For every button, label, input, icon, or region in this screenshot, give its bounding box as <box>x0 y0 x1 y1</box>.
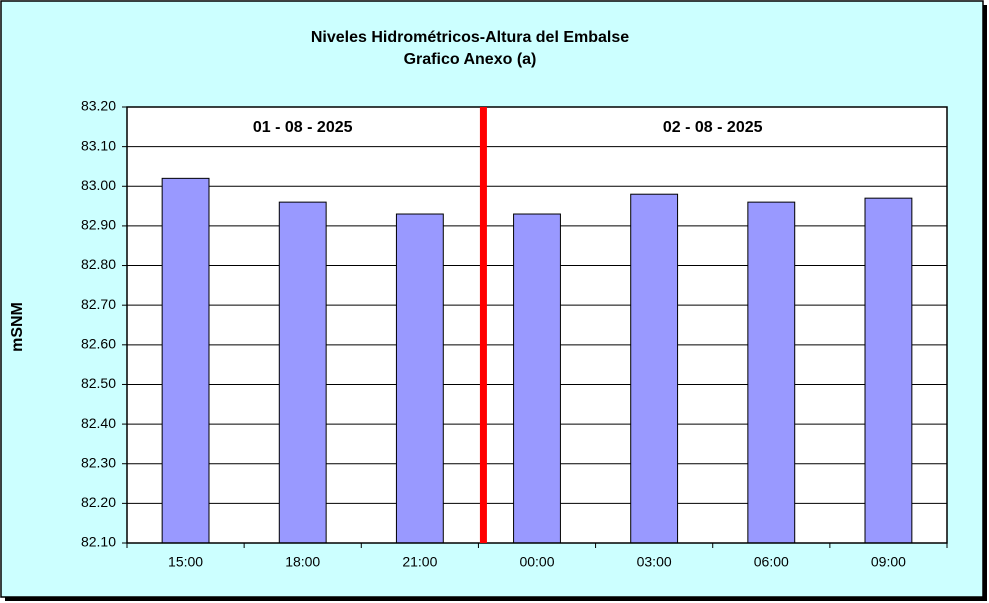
chart-subtitle: Grafico Anexo (a) <box>404 51 537 68</box>
x-tick-label: 21:00 <box>402 554 437 570</box>
plot-border <box>126 106 948 544</box>
y-tick-label: 82.70 <box>81 296 116 312</box>
x-tick-label: 03:00 <box>637 554 672 570</box>
y-tick-label: 83.00 <box>81 177 116 193</box>
x-tick-label: 00:00 <box>519 554 554 570</box>
y-tick-label: 82.40 <box>81 415 116 431</box>
bar <box>395 213 444 544</box>
y-tick-label: 83.20 <box>81 98 116 114</box>
x-tick-label: 06:00 <box>754 554 789 570</box>
y-tick-label: 82.20 <box>81 494 116 510</box>
y-tick-label: 82.50 <box>81 375 116 391</box>
x-tick-label: 15:00 <box>168 554 203 570</box>
y-axis-label: mSNM <box>9 302 26 352</box>
bar <box>630 193 679 544</box>
bar <box>864 197 913 544</box>
y-tick-label: 82.30 <box>81 454 116 470</box>
y-tick-label: 82.80 <box>81 256 116 272</box>
y-tick-label: 82.60 <box>81 336 116 352</box>
bar <box>161 177 210 544</box>
y-tick-label: 83.10 <box>81 137 116 153</box>
bar <box>747 201 796 544</box>
day-annotation: 01 - 08 - 2025 <box>253 119 353 136</box>
chart-title: Niveles Hidrométricos-Altura del Embalse <box>311 29 629 46</box>
x-tick-label: 18:00 <box>285 554 320 570</box>
y-tick-label: 82.90 <box>81 217 116 233</box>
y-tick-label: 82.10 <box>81 534 116 550</box>
x-tick-label: 09:00 <box>871 554 906 570</box>
day-annotation: 02 - 08 - 2025 <box>663 119 763 136</box>
bar <box>278 201 327 544</box>
bar <box>513 213 561 544</box>
